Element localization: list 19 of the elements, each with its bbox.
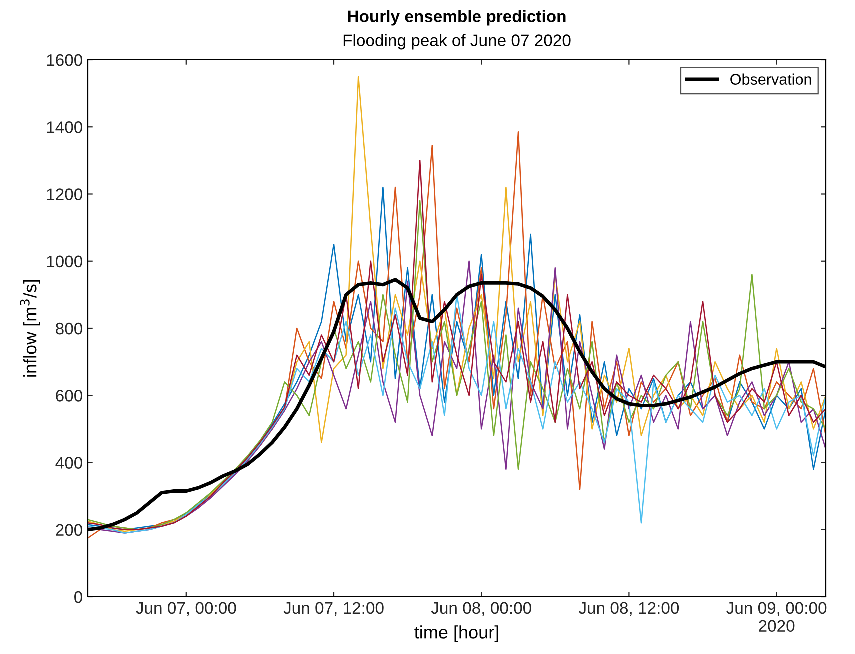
y-axis-title: inflow [m$^{3}$/s] <box>20 280 40 377</box>
y-tick-label: 400 <box>56 457 82 469</box>
y-tick-label: 0 <box>74 591 82 604</box>
y-tick-label: 1400 <box>47 122 82 134</box>
y-tick-label: 800 <box>56 322 82 335</box>
x-tick-label: Jun 07, 12:00 <box>284 602 384 616</box>
chart-title: Hourly ensemble prediction <box>348 10 566 26</box>
y-tick-label: 600 <box>56 390 82 402</box>
x-tick-label: Jun 09, 00:00 2020 <box>726 602 827 632</box>
x-tick-label: Jun 08, 00:00 <box>431 602 532 616</box>
x-axis-title: time [hour] <box>414 626 498 642</box>
x-tick-label: Jun 08, 12:00 <box>578 602 680 616</box>
chart-subtitle: Flooding peak of June 07 2020 <box>344 34 571 50</box>
x-tick-label: Jun 07, 00:00 <box>136 602 236 616</box>
y-tick-label: 200 <box>56 524 82 536</box>
y-tick-label: 1600 <box>47 54 82 66</box>
y-tick-label: 1000 <box>47 256 82 268</box>
legend-label: Observation <box>730 74 812 85</box>
y-tick-label: 1200 <box>47 188 82 200</box>
